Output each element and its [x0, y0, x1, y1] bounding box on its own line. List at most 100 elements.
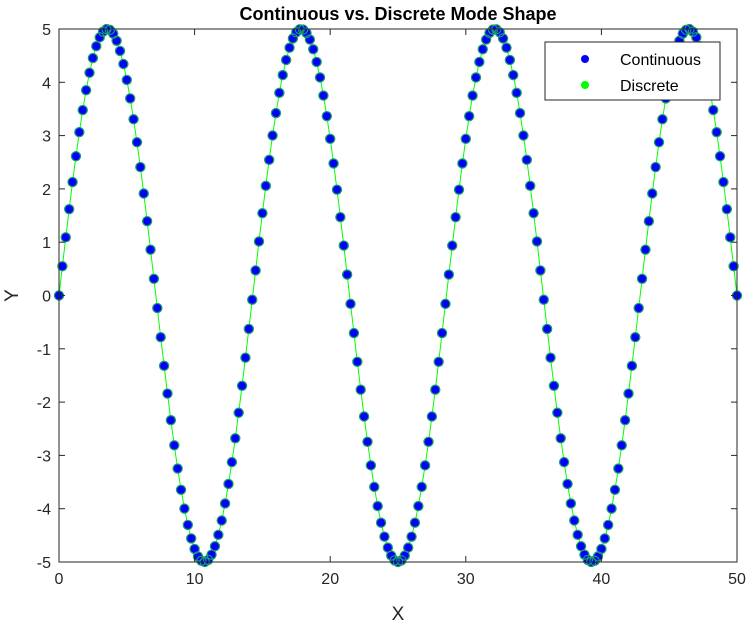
discrete-point [301, 27, 312, 39]
discrete-point [728, 261, 739, 272]
continuous-point [475, 57, 484, 67]
data-points-group [53, 23, 743, 568]
continuous-point [641, 245, 650, 254]
discrete-point [572, 529, 583, 541]
continuous-point [278, 70, 287, 80]
continuous-point [153, 303, 162, 313]
discrete-point [535, 265, 546, 276]
discrete-point [548, 380, 560, 391]
discrete-point [440, 298, 451, 310]
continuous-point [546, 353, 555, 362]
discrete-point [450, 211, 461, 223]
continuous-point [617, 441, 626, 450]
continuous-point [454, 185, 464, 194]
discrete-point [718, 176, 729, 188]
discrete-point [413, 500, 424, 512]
discrete-point [470, 72, 482, 83]
continuous-point [370, 482, 379, 492]
discrete-point [304, 34, 316, 45]
legend: Continuous Discrete [544, 41, 721, 101]
continuous-point [349, 328, 359, 338]
continuous-point [71, 152, 81, 161]
continuous-point [434, 357, 443, 366]
continuous-point [176, 485, 186, 494]
continuous-point [566, 499, 576, 508]
discrete-point [325, 133, 336, 145]
continuous-point [336, 212, 345, 222]
discrete-point [609, 484, 621, 495]
continuous-point [207, 550, 216, 559]
continuous-point [407, 532, 416, 541]
y-axis-ticks: -5 -4 -3 -2 -1 0 1 2 3 4 5 [37, 22, 737, 572]
continuous-point [119, 59, 128, 69]
discrete-point [97, 26, 109, 37]
y-tick-label: -2 [37, 395, 51, 412]
discrete-point [87, 52, 99, 64]
continuous-point [373, 501, 382, 511]
continuous-point [92, 42, 101, 51]
continuous-point [553, 408, 562, 417]
discrete-point [460, 133, 471, 145]
continuous-point [258, 208, 267, 218]
continuous-point [183, 520, 193, 530]
discrete-point [321, 110, 333, 122]
discrete-point [657, 114, 668, 125]
y-tick-label: -5 [37, 555, 51, 572]
discrete-point [216, 515, 227, 526]
continuous-point [437, 328, 447, 338]
continuous-point [420, 461, 430, 470]
discrete-point [257, 207, 268, 219]
discrete-point [555, 433, 566, 444]
continuous-point [326, 134, 335, 144]
discrete-point [77, 104, 88, 116]
discrete-point [253, 236, 265, 247]
continuous-point [522, 155, 532, 165]
discrete-point [226, 456, 238, 468]
discrete-point [274, 87, 285, 99]
discrete-point [596, 543, 607, 555]
y-tick-label: 5 [42, 22, 51, 39]
discrete-point [243, 323, 255, 335]
discrete-point [209, 541, 221, 552]
discrete-point [430, 384, 441, 395]
discrete-point [501, 42, 512, 53]
continuous-point [58, 262, 67, 271]
discrete-point [504, 54, 516, 66]
continuous-point [312, 57, 321, 67]
continuous-point [173, 464, 182, 473]
discrete-point [131, 137, 143, 148]
continuous-point [692, 33, 701, 42]
continuous-point [251, 266, 260, 275]
discrete-point [419, 460, 431, 471]
x-tick-label: 10 [186, 571, 204, 588]
discrete-point [653, 137, 665, 148]
continuous-point [631, 332, 640, 342]
continuous-point [715, 152, 725, 161]
continuous-point [410, 518, 420, 527]
continuous-point [136, 162, 145, 172]
discrete-point [114, 45, 126, 57]
discrete-point [280, 54, 292, 66]
discrete-point [60, 232, 71, 243]
discrete-point [497, 33, 509, 44]
discrete-point [606, 503, 617, 514]
discrete-point [518, 130, 529, 141]
discrete-point [91, 41, 102, 52]
continuous-point [261, 181, 270, 191]
continuous-point [254, 237, 264, 246]
continuous-point [81, 85, 91, 95]
continuous-point [458, 159, 467, 168]
continuous-point [356, 385, 365, 394]
continuous-point [722, 204, 732, 214]
discrete-point [236, 380, 248, 391]
continuous-point [627, 361, 637, 371]
discrete-point [94, 32, 105, 43]
discrete-point [80, 84, 92, 96]
x-tick-label: 40 [593, 571, 611, 588]
y-tick-label: 4 [42, 75, 51, 92]
legend-box [544, 41, 721, 101]
continuous-point [366, 461, 376, 470]
continuous-point [570, 516, 579, 525]
continuous-point [644, 216, 654, 226]
